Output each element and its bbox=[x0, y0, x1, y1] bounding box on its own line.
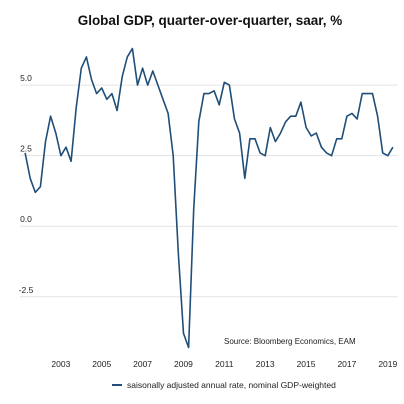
x-tick-label: 2005 bbox=[92, 359, 111, 369]
x-tick-label: 2003 bbox=[51, 359, 70, 369]
source-note: Source: Bloomberg Economics, EAM bbox=[224, 337, 356, 346]
x-tick-label: 2015 bbox=[297, 359, 316, 369]
y-axis-ticks: -2.5 0.0 2.5 5.0 bbox=[19, 73, 34, 295]
grid bbox=[20, 84, 398, 298]
x-tick-label: 2007 bbox=[133, 359, 152, 369]
y-tick-label: -2.5 bbox=[19, 285, 34, 295]
x-tick-label: 2011 bbox=[215, 359, 234, 369]
x-tick-label: 2019 bbox=[378, 359, 397, 369]
series-layer bbox=[24, 47, 394, 349]
x-tick-label: 2009 bbox=[174, 359, 193, 369]
series-line bbox=[24, 47, 394, 349]
y-tick-label: 2.5 bbox=[20, 144, 32, 154]
x-axis-ticks: 2003 2005 2007 2009 2011 2013 2015 2017 2019 bbox=[51, 359, 397, 369]
legend: saisonally adjusted annual rate, nominal… bbox=[112, 380, 336, 390]
chart-title: Global GDP, quarter-over-quarter, saar, … bbox=[78, 13, 343, 28]
y-tick-label: 0.0 bbox=[20, 214, 32, 224]
x-tick-label: 2017 bbox=[337, 359, 356, 369]
x-tick-label: 2013 bbox=[256, 359, 275, 369]
legend-label: saisonally adjusted annual rate, nominal… bbox=[127, 380, 336, 390]
y-tick-label: 5.0 bbox=[20, 73, 32, 83]
